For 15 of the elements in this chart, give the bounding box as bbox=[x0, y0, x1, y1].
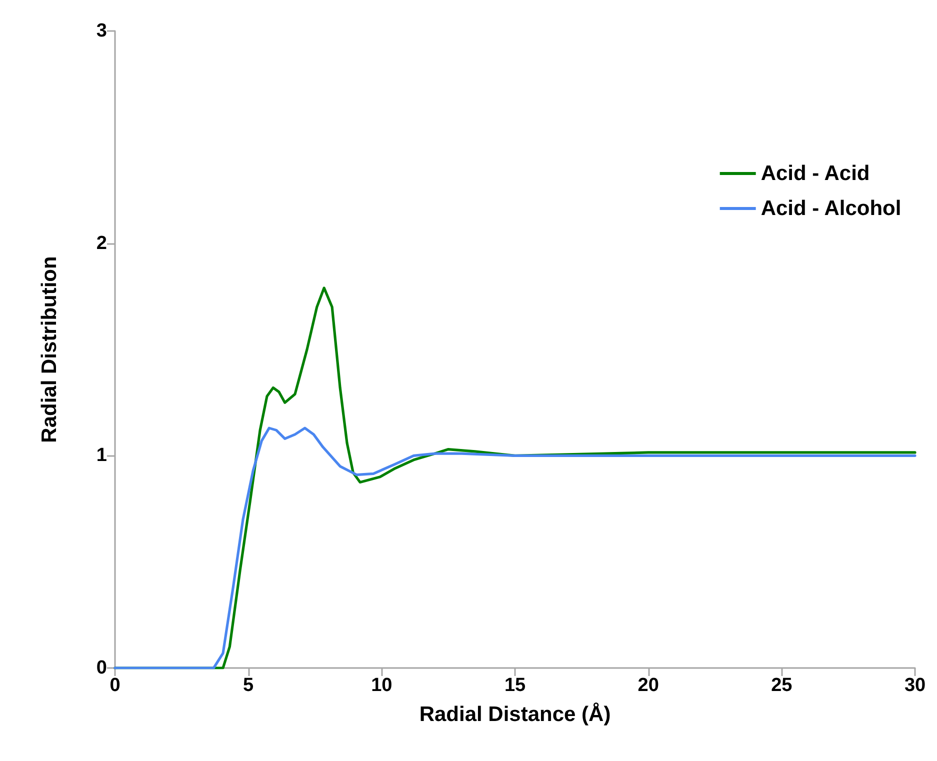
y-tick-label: 1 bbox=[96, 445, 108, 466]
legend-label: Acid - Alcohol bbox=[760, 197, 902, 220]
y-tick-label: 3 bbox=[96, 20, 107, 42]
x-tick-label: 15 bbox=[504, 675, 526, 696]
x-axis-title: Radial Distance (Å) bbox=[419, 702, 611, 726]
x-tick-label: 5 bbox=[243, 675, 254, 696]
y-tick-label: 2 bbox=[96, 232, 107, 254]
y-axis-title: Radial Distribution bbox=[38, 256, 61, 443]
x-tick-label: 10 bbox=[371, 675, 392, 696]
x-tick-label: 0 bbox=[110, 675, 120, 696]
x-tick-label: 20 bbox=[638, 675, 659, 696]
legend-label: Acid - Acid bbox=[760, 162, 870, 185]
y-tick-label: 0 bbox=[96, 658, 107, 678]
x-tick-label: 25 bbox=[771, 675, 793, 696]
x-tick-label: 30 bbox=[904, 675, 926, 696]
